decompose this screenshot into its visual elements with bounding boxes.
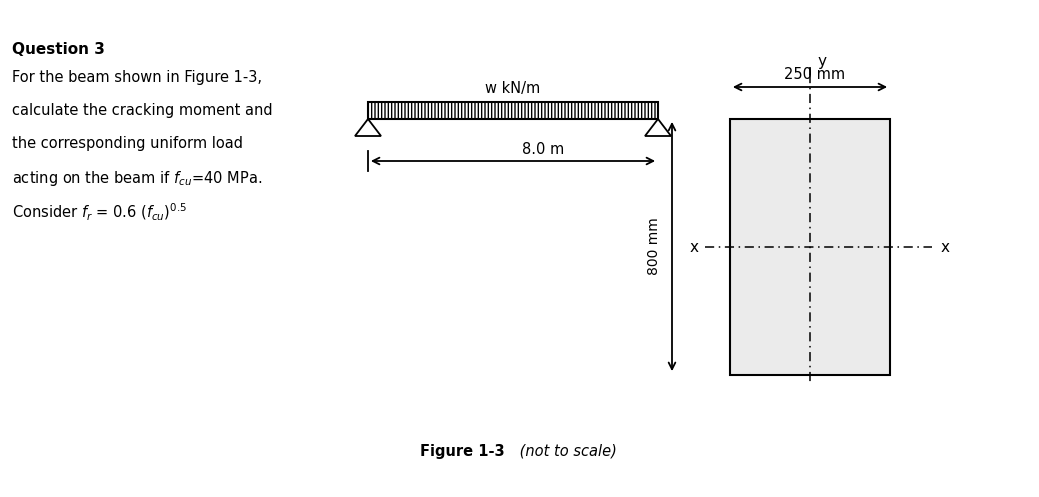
- Text: the corresponding uniform load: the corresponding uniform load: [12, 136, 243, 151]
- Text: (not to scale): (not to scale): [515, 444, 617, 459]
- Text: Figure 1-3: Figure 1-3: [420, 444, 505, 459]
- Text: For the beam shown in Figure 1-3,: For the beam shown in Figure 1-3,: [12, 70, 262, 85]
- Bar: [368, 102, 658, 119]
- Text: 250 mm: 250 mm: [784, 67, 846, 82]
- Text: 8.0 m: 8.0 m: [522, 142, 564, 157]
- Bar: [730, 119, 890, 375]
- Text: x: x: [940, 240, 950, 254]
- Text: acting on the beam if $f_{cu}$=40 MPa.: acting on the beam if $f_{cu}$=40 MPa.: [12, 169, 262, 188]
- Text: y: y: [817, 54, 826, 69]
- Text: x: x: [690, 240, 698, 254]
- Text: Consider $f_r$ = 0.6 $(f_{cu})^{0.5}$: Consider $f_r$ = 0.6 $(f_{cu})^{0.5}$: [12, 202, 187, 223]
- Text: 800 mm: 800 mm: [647, 218, 661, 275]
- Text: w kN/m: w kN/m: [485, 81, 540, 96]
- Text: calculate the cracking moment and: calculate the cracking moment and: [12, 103, 272, 118]
- Text: Question 3: Question 3: [12, 42, 105, 57]
